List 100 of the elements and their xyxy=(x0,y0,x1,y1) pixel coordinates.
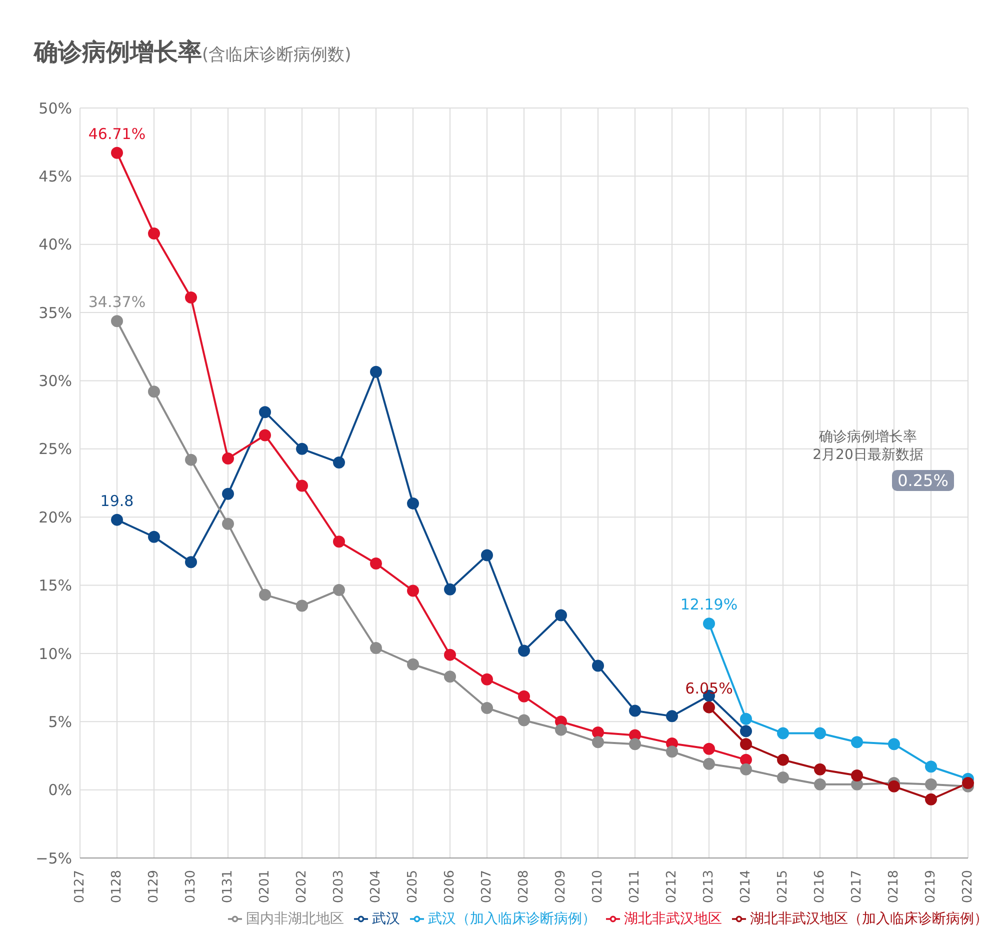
point xyxy=(407,497,419,510)
point xyxy=(703,758,715,770)
x-tick-label: 0209 xyxy=(554,870,568,904)
y-tick-label: 0% xyxy=(48,781,72,800)
annotation: 2月20日最新数据 xyxy=(812,446,924,464)
point xyxy=(555,724,567,736)
x-tick-label: 0218 xyxy=(886,870,902,904)
annotation: 确诊病例增长率 xyxy=(818,428,918,446)
data-label: 34.37% xyxy=(88,293,146,312)
chart-subtitle: (含临床诊断病例数) xyxy=(202,45,352,65)
point xyxy=(370,366,382,378)
point xyxy=(407,658,419,670)
point xyxy=(148,227,160,240)
point xyxy=(111,514,123,526)
point xyxy=(444,648,456,661)
point xyxy=(777,772,789,784)
point xyxy=(185,292,197,304)
y-tick-label: −5% xyxy=(36,849,72,868)
y-tick-label: 35% xyxy=(38,304,72,322)
x-tick-label: 0127 xyxy=(72,870,88,904)
point xyxy=(222,452,234,464)
x-tick-label: 0215 xyxy=(776,870,790,904)
x-tick-label: 0213 xyxy=(702,870,716,904)
point xyxy=(481,702,493,714)
legend-label: 国内非湖北地区 xyxy=(246,911,344,927)
point xyxy=(444,670,456,683)
y-tick-label: 10% xyxy=(38,644,72,663)
x-tick-label: 0207 xyxy=(480,870,494,904)
point xyxy=(148,386,160,398)
point xyxy=(814,763,826,776)
y-tick-label: 20% xyxy=(38,508,72,526)
x-tick-label: 0211 xyxy=(628,870,642,904)
point xyxy=(740,763,752,776)
point xyxy=(666,710,678,722)
point xyxy=(740,738,752,750)
point xyxy=(962,777,974,789)
point xyxy=(592,726,604,739)
point xyxy=(407,584,419,597)
x-tick-label: 0206 xyxy=(442,870,458,904)
x-tick-label: 0219 xyxy=(924,870,938,904)
data-label: 19.8 xyxy=(100,492,134,510)
x-tick-label: 0216 xyxy=(812,870,828,904)
y-tick-label: 45% xyxy=(38,168,72,186)
y-tick-label: 15% xyxy=(38,576,72,595)
point xyxy=(851,736,863,748)
point xyxy=(333,536,345,548)
point xyxy=(925,793,937,806)
point xyxy=(518,690,530,702)
point xyxy=(814,778,826,790)
point xyxy=(925,760,937,773)
x-tick-label: 0217 xyxy=(850,870,864,904)
point xyxy=(185,556,197,568)
point xyxy=(629,738,641,750)
point xyxy=(222,518,234,530)
data-label: 46.71% xyxy=(88,124,146,143)
legend-label: 湖北非武汉地区 xyxy=(624,911,722,927)
annotation: 0.25% xyxy=(892,470,954,491)
point xyxy=(851,770,863,782)
point xyxy=(259,588,271,601)
data-label: 6.05% xyxy=(685,679,733,698)
chart-title: 确诊病例增长率 xyxy=(34,38,202,66)
y-tick-label: 30% xyxy=(38,372,72,390)
point xyxy=(703,701,715,714)
x-tick-label: 0203 xyxy=(332,870,346,904)
x-tick-label: 0205 xyxy=(406,870,420,904)
x-tick-label: 0129 xyxy=(146,870,162,904)
point xyxy=(814,727,826,740)
point xyxy=(888,738,900,750)
x-tick-label: 0202 xyxy=(294,870,310,904)
x-tick-label: 0210 xyxy=(590,870,606,904)
point xyxy=(333,456,345,469)
y-tick-label: 50% xyxy=(38,99,72,118)
point xyxy=(592,660,604,672)
x-tick-label: 0204 xyxy=(368,870,384,904)
point xyxy=(740,725,752,738)
point xyxy=(888,780,900,792)
point xyxy=(925,778,937,790)
x-tick-label: 0220 xyxy=(960,870,976,904)
point xyxy=(481,549,493,562)
point xyxy=(703,742,715,755)
point xyxy=(740,712,752,725)
point xyxy=(259,429,271,442)
x-tick-label: 0131 xyxy=(220,870,236,904)
point xyxy=(740,754,752,766)
point xyxy=(666,746,678,758)
point xyxy=(592,736,604,748)
point xyxy=(444,583,456,596)
x-tick-label: 0128 xyxy=(110,870,124,904)
point xyxy=(777,754,789,766)
y-tick-label: 5% xyxy=(48,712,72,731)
point xyxy=(185,454,197,466)
x-tick-label: 0214 xyxy=(738,870,754,904)
point xyxy=(148,530,160,543)
y-tick-label: 40% xyxy=(38,236,72,254)
point xyxy=(111,146,123,159)
y-tick-label: 25% xyxy=(38,440,72,458)
point xyxy=(518,644,530,657)
legend-label: 武汉 xyxy=(372,911,400,927)
x-tick-label: 0201 xyxy=(258,870,272,904)
x-tick-label: 0208 xyxy=(516,870,532,904)
